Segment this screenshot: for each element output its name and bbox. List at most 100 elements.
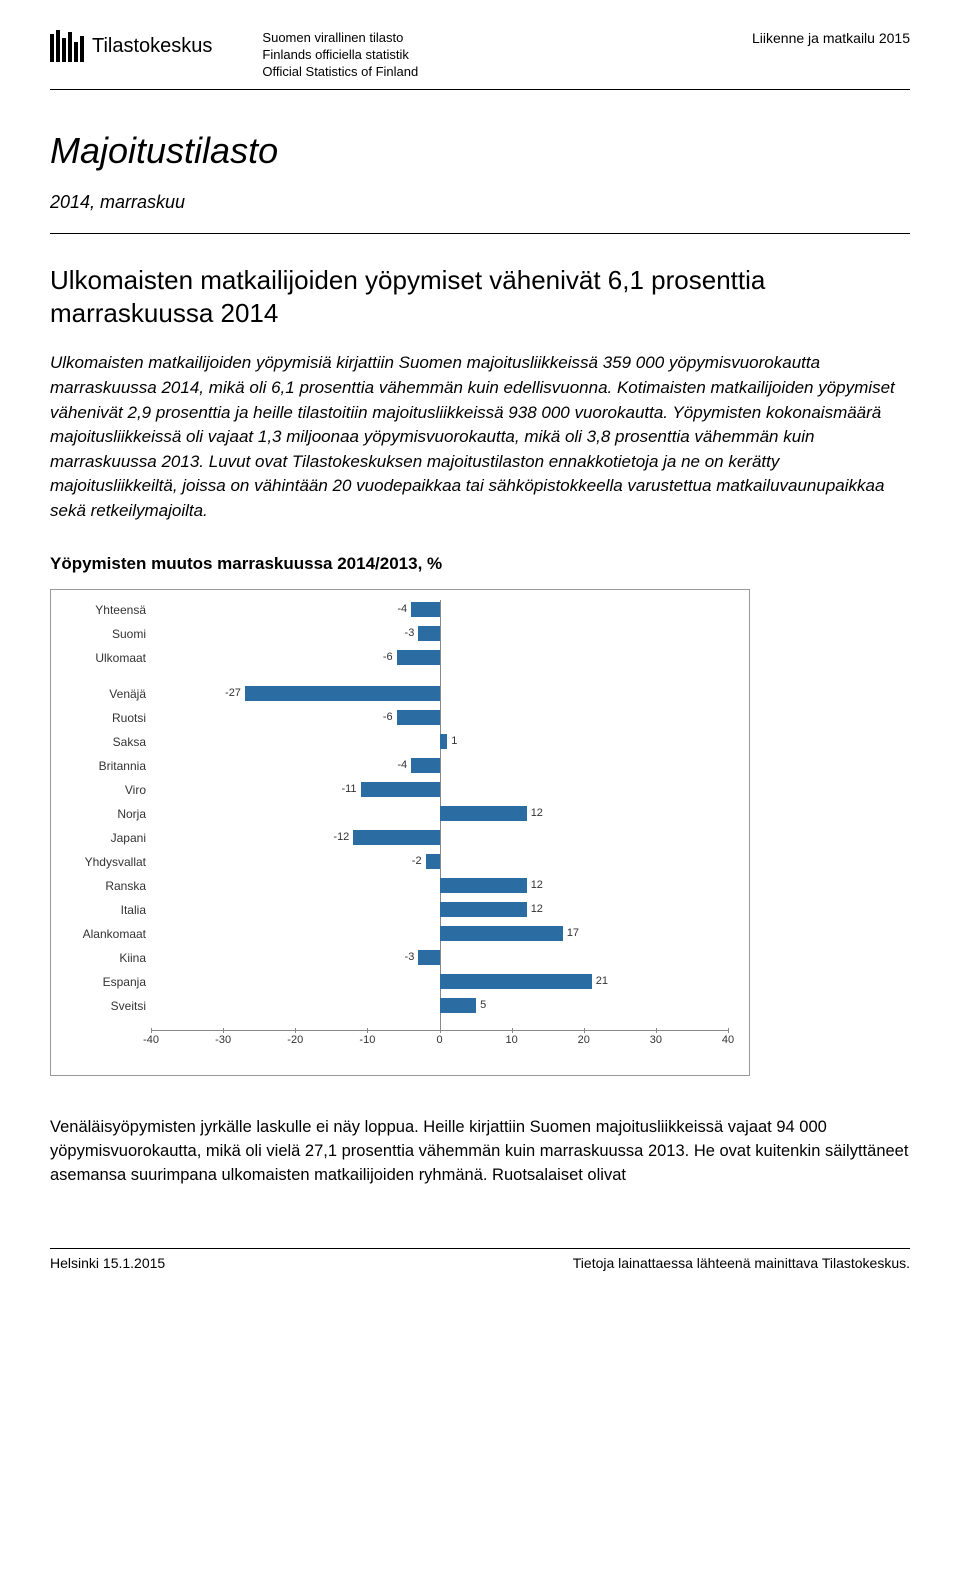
bar-chart: Yhteensä-4Suomi-3Ulkomaat-6Venäjä-27Ruot… xyxy=(50,589,750,1076)
chart-row: Italia12 xyxy=(151,900,729,920)
chart-x-tick: 30 xyxy=(656,1034,657,1050)
body-paragraph: Venäläisyöpymisten jyrkälle laskulle ei … xyxy=(50,1116,910,1188)
chart-bar xyxy=(440,806,527,821)
chart-bar-value: 1 xyxy=(451,735,457,747)
chart-row: Suomi-3 xyxy=(151,624,729,644)
chart-bar xyxy=(418,626,440,641)
chart-bar xyxy=(440,902,527,917)
chart-row: Yhdysvallat-2 xyxy=(151,852,729,872)
chart-bar-area: 12 xyxy=(151,806,729,821)
chart-x-axis: -40-30-20-10010203040 xyxy=(151,1030,729,1050)
page-title: Majoitustilasto xyxy=(50,130,910,172)
chart-row-label: Sveitsi xyxy=(61,999,146,1013)
chart-row-label: Ranska xyxy=(61,879,146,893)
chart-row-label: Norja xyxy=(61,807,146,821)
page-subtitle: 2014, marraskuu xyxy=(50,192,910,213)
chart-bar xyxy=(440,734,447,749)
org-line-sv: Finlands officiella statistik xyxy=(262,47,418,64)
chart-bar xyxy=(353,830,440,845)
chart-row: Japani-12 xyxy=(151,828,729,848)
chart-bar-value: -4 xyxy=(397,603,407,615)
page-header: Tilastokeskus Suomen virallinen tilasto … xyxy=(50,30,910,90)
chart-row-label: Saksa xyxy=(61,735,146,749)
chart-row: Kiina-3 xyxy=(151,948,729,968)
chart-bar xyxy=(397,710,440,725)
footer-attribution: Tietoja lainattaessa lähteenä mainittava… xyxy=(573,1255,910,1271)
chart-row: Saksa1 xyxy=(151,732,729,752)
chart-row: Norja12 xyxy=(151,804,729,824)
chart-bar-value: -11 xyxy=(341,783,356,795)
chart-bar-value: -3 xyxy=(405,627,415,639)
chart-bar xyxy=(440,878,527,893)
logo: Tilastokeskus xyxy=(50,30,212,62)
header-left: Tilastokeskus Suomen virallinen tilasto … xyxy=(50,30,418,81)
logo-bars-icon xyxy=(50,30,84,62)
chart-row-label: Espanja xyxy=(61,975,146,989)
chart-row-label: Japani xyxy=(61,831,146,845)
chart-bar-area: -11 xyxy=(151,782,729,797)
chart-bar-value: 5 xyxy=(480,999,486,1011)
chart-bar xyxy=(411,758,440,773)
chart-bar-area: 21 xyxy=(151,974,729,989)
footer-date: Helsinki 15.1.2015 xyxy=(50,1255,165,1271)
intro-paragraph: Ulkomaisten matkailijoiden yöpymisiä kir… xyxy=(50,351,910,523)
chart-bar-value: 21 xyxy=(596,975,608,987)
chart-row-label: Alankomaat xyxy=(61,927,146,941)
chart-x-tick: -10 xyxy=(367,1034,368,1050)
chart-bar-area: -2 xyxy=(151,854,729,869)
chart-bar-area: 1 xyxy=(151,734,729,749)
header-category: Liikenne ja matkailu 2015 xyxy=(752,30,910,46)
chart-bar-area: -3 xyxy=(151,626,729,641)
chart-bar-area: -27 xyxy=(151,686,729,701)
chart-row-label: Britannia xyxy=(61,759,146,773)
org-line-en: Official Statistics of Finland xyxy=(262,64,418,81)
chart-bar-value: -12 xyxy=(333,831,349,843)
chart-bar-area: -4 xyxy=(151,602,729,617)
chart-bar xyxy=(397,650,440,665)
chart-x-tick: 40 xyxy=(728,1034,729,1050)
page-footer: Helsinki 15.1.2015 Tietoja lainattaessa … xyxy=(50,1248,910,1271)
chart-bar-value: 17 xyxy=(567,927,579,939)
chart-bar-value: -3 xyxy=(405,951,415,963)
chart-bar-value: -2 xyxy=(412,855,422,867)
chart-x-tick: 10 xyxy=(512,1034,513,1050)
chart-row: Espanja21 xyxy=(151,972,729,992)
chart-bar-area: 5 xyxy=(151,998,729,1013)
chart-bar-value: -4 xyxy=(397,759,407,771)
chart-row: Alankomaat17 xyxy=(151,924,729,944)
chart-row-label: Italia xyxy=(61,903,146,917)
chart-bar-value: 12 xyxy=(531,903,543,915)
chart-bar-area: -6 xyxy=(151,710,729,725)
chart-row: Ulkomaat-6 xyxy=(151,648,729,668)
chart-bar-area: -3 xyxy=(151,950,729,965)
chart-row: Britannia-4 xyxy=(151,756,729,776)
chart-bar xyxy=(361,782,440,797)
org-names: Suomen virallinen tilasto Finlands offic… xyxy=(262,30,418,81)
section-heading: Ulkomaisten matkailijoiden yöpymiset väh… xyxy=(50,264,910,332)
chart-plot-area: Yhteensä-4Suomi-3Ulkomaat-6Venäjä-27Ruot… xyxy=(151,600,729,1030)
chart-bar xyxy=(411,602,440,617)
chart-title: Yöpymisten muutos marraskuussa 2014/2013… xyxy=(50,554,910,574)
chart-row-label: Yhteensä xyxy=(61,603,146,617)
chart-x-tick: -30 xyxy=(223,1034,224,1050)
chart-bar-area: 12 xyxy=(151,902,729,917)
chart-x-tick: -40 xyxy=(151,1034,152,1050)
chart-bar xyxy=(418,950,440,965)
chart-row-label: Viro xyxy=(61,783,146,797)
chart-row-label: Ruotsi xyxy=(61,711,146,725)
chart-x-tick: -20 xyxy=(295,1034,296,1050)
chart-bar xyxy=(440,926,563,941)
chart-row-label: Yhdysvallat xyxy=(61,855,146,869)
chart-row-label: Ulkomaat xyxy=(61,651,146,665)
org-line-fi: Suomen virallinen tilasto xyxy=(262,30,418,47)
chart-bar-area: 12 xyxy=(151,878,729,893)
chart-row-label: Kiina xyxy=(61,951,146,965)
chart-row: Venäjä-27 xyxy=(151,684,729,704)
chart-bar-value: 12 xyxy=(531,807,543,819)
chart-bar-value: -6 xyxy=(383,651,393,663)
chart-bar xyxy=(440,974,592,989)
title-separator xyxy=(50,233,910,234)
chart-bar-area: -4 xyxy=(151,758,729,773)
chart-row: Sveitsi5 xyxy=(151,996,729,1016)
chart-bar-value: -27 xyxy=(225,687,241,699)
